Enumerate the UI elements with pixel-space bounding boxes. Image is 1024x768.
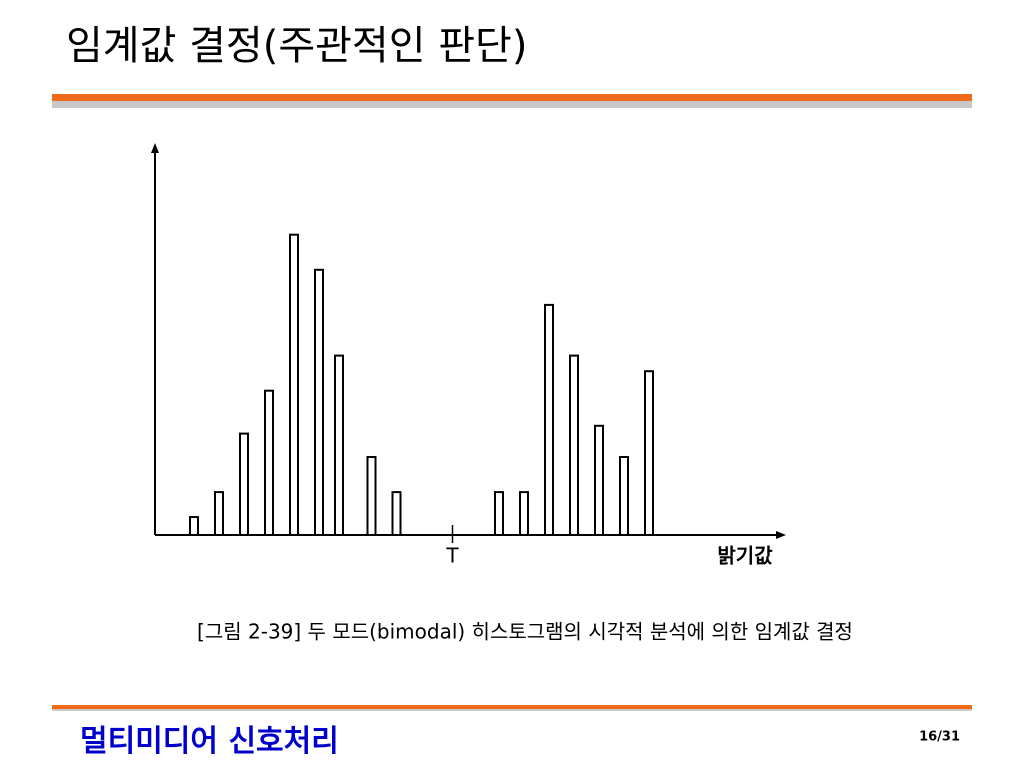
header-rule [52,94,972,101]
bar [544,303,554,536]
footer-rule [52,705,972,709]
bar [189,516,199,536]
bar [214,491,224,537]
header-rule-shadow [52,101,972,108]
caption: [그림 2-39] 두 모드(bimodal) 히스토그램의 시각적 분석에 의… [197,620,853,644]
footer-course: 멀티미디어 신호처리 [80,724,339,759]
bar [314,268,324,536]
bar [519,491,529,537]
bar [391,491,402,537]
x-axis-arrow [776,531,786,539]
bar [594,424,604,536]
slide-title: 임계값 결정(주관적인 판단) [66,23,527,69]
bar [644,370,654,537]
bar [619,456,629,536]
page-number: 16/31 [919,730,960,745]
bar [264,389,274,537]
bar [334,354,344,536]
bar [289,233,299,536]
threshold-label: T [445,544,459,568]
y-axis-arrow [151,143,159,153]
bar [366,456,377,536]
bar [494,491,504,537]
chart: 밝기값 T [151,143,786,568]
footer-rule-shadow [52,709,972,711]
bar [239,432,249,537]
x-axis-label: 밝기값 [717,544,773,568]
bar [569,354,579,536]
